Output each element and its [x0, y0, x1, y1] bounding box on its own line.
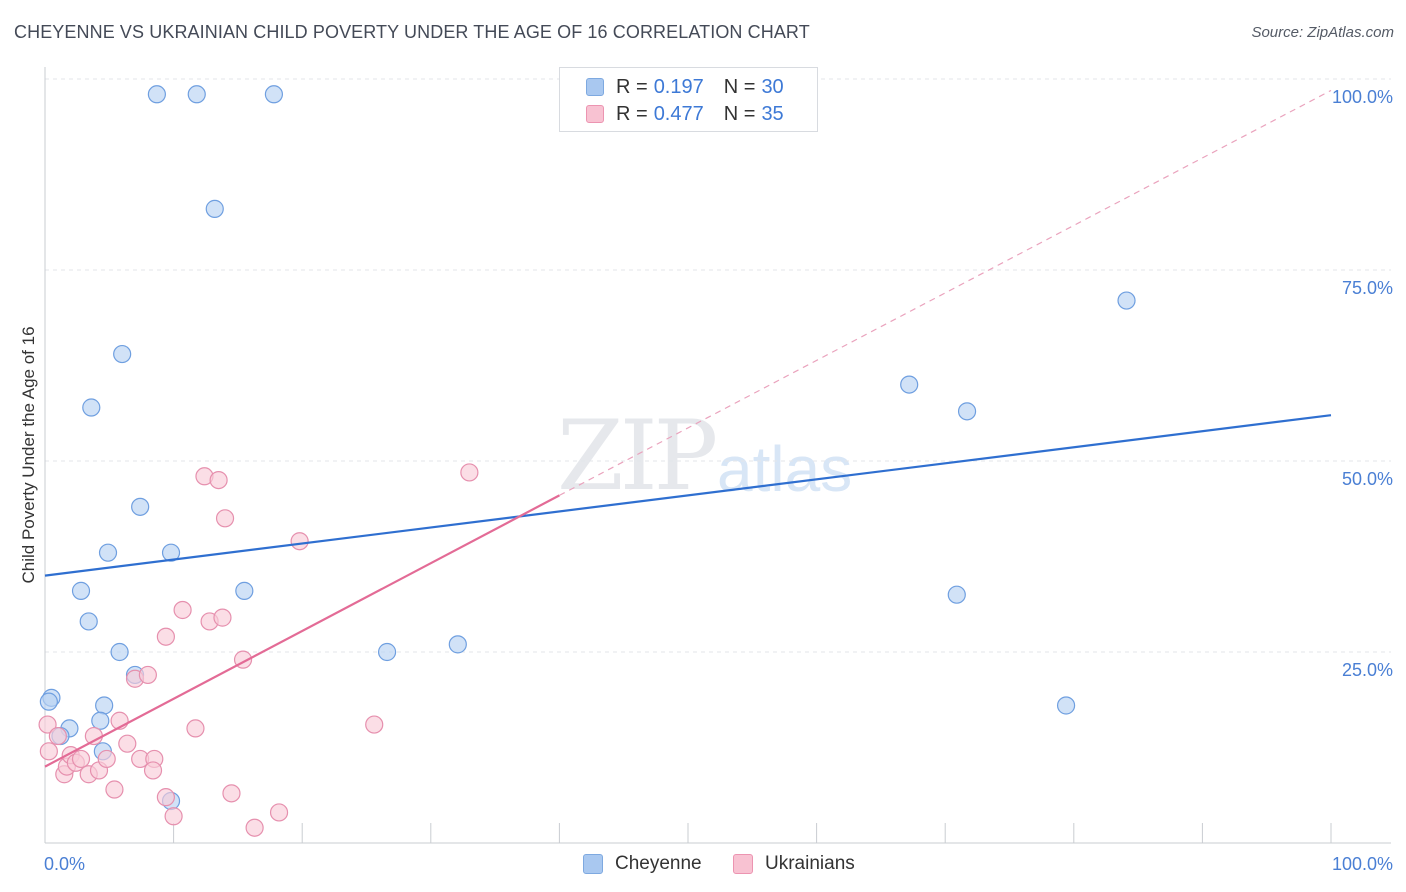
y-tick-label: 50.0%: [1342, 469, 1393, 489]
legend-row-ukrainians: R = 0.477 N = 35: [586, 101, 784, 127]
cheyenne-point: [79, 612, 98, 631]
ukrainians-point: [138, 665, 157, 685]
x-tick-label: 0.0%: [44, 854, 85, 874]
source-label: Source: ZipAtlas.com: [1251, 24, 1394, 41]
cheyenne-point: [1117, 291, 1136, 310]
ukrainians-point: [38, 715, 57, 734]
cheyenne-point: [98, 543, 118, 562]
y-tick-label: 25.0%: [1342, 660, 1393, 680]
bottom-legend-swatch-ukrainians: [733, 854, 753, 874]
cheyenne-point: [82, 398, 101, 417]
legend-r-label: R =: [616, 75, 648, 98]
ukrainians-trendline-extension: [559, 89, 1332, 496]
ukrainians-point: [290, 532, 309, 551]
ukrainians-point: [222, 784, 241, 803]
cheyenne-point: [900, 375, 919, 394]
legend-n-value: 30: [761, 75, 784, 98]
bottom-legend-label-cheyenne: Cheyenne: [615, 853, 702, 874]
cheyenne-point: [947, 585, 966, 604]
cheyenne-point: [91, 711, 110, 730]
cheyenne-trendline: [44, 414, 1332, 577]
cheyenne-point: [131, 497, 150, 516]
legend-n-label: N =: [723, 75, 756, 98]
ukrainians-point: [173, 600, 192, 620]
cheyenne-point: [205, 199, 224, 218]
ukrainians-point: [209, 471, 228, 490]
ukrainians-trendline: [44, 494, 560, 768]
legend-r-label: R =: [616, 102, 648, 125]
ukrainians-point: [245, 818, 264, 837]
ukrainians-point: [105, 780, 124, 799]
ukrainians-point: [186, 719, 205, 738]
y-tick-label: 75.0%: [1342, 278, 1393, 298]
bottom-legend-label-ukrainians: Ukrainians: [765, 853, 855, 874]
cheyenne-point: [377, 642, 397, 662]
cheyenne-point: [1056, 696, 1076, 715]
cheyenne-point: [147, 85, 166, 104]
chart-title: CHEYENNE VS UKRAINIAN CHILD POVERTY UNDE…: [14, 22, 810, 42]
ukrainians-point: [365, 715, 384, 734]
cheyenne-point: [264, 85, 284, 104]
legend-n-value: 35: [761, 102, 784, 125]
cheyenne-point: [235, 581, 254, 600]
bottom-legend-ukrainians: Ukrainians: [733, 852, 855, 876]
ukrainians-point: [48, 726, 67, 746]
cheyenne-point: [95, 696, 114, 715]
cheyenne-point: [110, 642, 129, 662]
cheyenne-point: [187, 85, 206, 104]
ukrainians-point: [39, 742, 58, 761]
cheyenne-point: [71, 581, 91, 600]
bottom-legend-swatch-cheyenne: [583, 854, 603, 874]
legend-swatch-cheyenne: [586, 78, 604, 96]
cheyenne-point: [39, 692, 58, 711]
ukrainians-point: [143, 761, 163, 780]
ukrainians-point: [460, 463, 479, 482]
watermark-zip: ZIP: [557, 400, 718, 512]
cheyenne-point: [448, 635, 467, 654]
legend-r-value: 0.197: [653, 75, 704, 98]
stats-legend: R = 0.197 N = 30 R = 0.477 N = 35: [559, 67, 818, 132]
watermark-atlas: atlas: [717, 433, 853, 505]
cheyenne-point: [161, 543, 181, 562]
legend-r-value: 0.477: [653, 102, 704, 125]
ukrainians-point: [118, 734, 137, 753]
legend-row-cheyenne: R = 0.197 N = 30: [586, 74, 784, 100]
ukrainians-point: [156, 627, 175, 646]
y-tick-label: 100.0%: [1332, 87, 1393, 107]
ukrainians-point: [213, 608, 232, 627]
legend-swatch-ukrainians: [586, 105, 604, 123]
ukrainians-point: [97, 749, 116, 769]
ukrainians-point: [164, 807, 183, 826]
cheyenne-point: [113, 344, 132, 364]
ukrainians-point: [269, 803, 289, 822]
y-axis-label: Child Poverty Under the Age of 16: [19, 326, 38, 583]
ukrainians-point: [215, 509, 235, 528]
cheyenne-point: [957, 402, 977, 421]
x-tick-label: 100.0%: [1332, 854, 1393, 874]
ukrainians-point: [71, 749, 91, 769]
legend-n-label: N =: [723, 102, 756, 125]
bottom-legend-cheyenne: Cheyenne: [583, 852, 702, 876]
ukrainians-point: [156, 788, 175, 807]
